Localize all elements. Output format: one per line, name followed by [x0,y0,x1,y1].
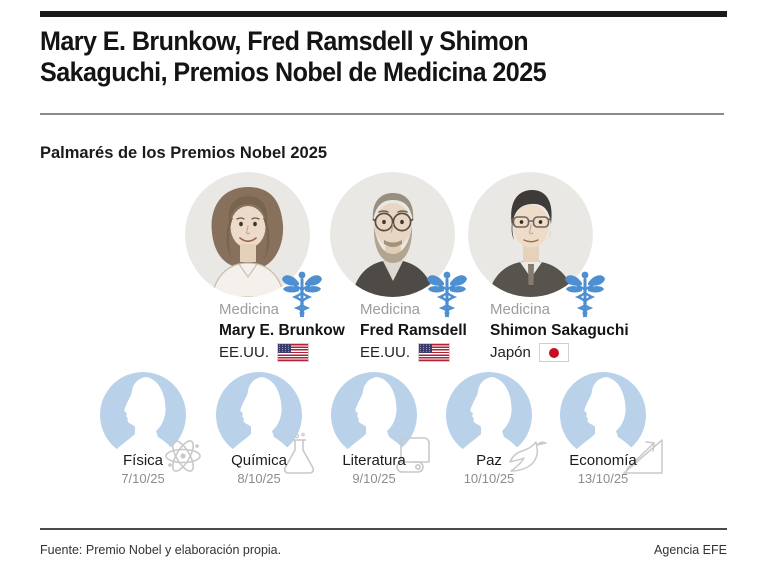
caduceus-icon [426,270,468,318]
source-credit: Fuente: Premio Nobel y elaboración propi… [40,543,282,557]
portrait-shimon-sakaguchi [468,172,606,318]
prize-date: 13/10/25 [577,471,629,486]
us-flag [277,343,310,362]
trend-arrow-icon [623,439,663,474]
prize-date: 9/10/25 [352,471,396,486]
portrait-illustration [468,172,593,297]
prize-date: 7/10/25 [121,471,165,486]
laureate-category: Medicina [360,301,421,318]
upcoming-label-block: Economía 13/10/25 [560,452,646,486]
us-flag [418,343,451,362]
laureate-card: Medicina Fred Ramsdell EE.UU. [330,172,490,362]
title-line-1: Mary E. Brunkow, Fred Ramsdell y Shimon [40,26,529,56]
prize-name: Física [122,452,163,469]
upcoming-label-block: Literatura 9/10/25 [331,452,417,486]
page-title: Mary E. Brunkow, Fred Ramsdell y Shimon … [40,26,728,88]
laureate-name: Mary E. Brunkow [219,322,345,339]
laureate-country: EE.UU. [219,343,345,362]
upcoming-label-block: Paz 10/10/25 [446,452,532,486]
portrait-fred-ramsdell [330,172,468,318]
title-line-2: Sakaguchi, Premios Nobel de Medicina 202… [40,57,547,87]
agency-credit: Agencia EFE [654,543,727,557]
scroll-icon [396,437,430,473]
laureate-name: Shimon Sakaguchi [490,322,629,339]
laureate-category: Medicina [490,301,551,318]
laureate-meta: Medicina Fred Ramsdell EE.UU. [330,301,490,362]
portrait-illustration [330,172,455,297]
upcoming-label-block: Física 7/10/25 [100,452,186,486]
laureate-country: EE.UU. [360,343,490,362]
flask-icon [283,432,315,474]
japan-flag [538,343,569,362]
portrait-mary-brunkow [185,172,323,318]
footer-divider [40,528,727,530]
laureate-card: Medicina Shimon Sakaguchi Japón [468,172,629,362]
laureate-category: Medicina [219,301,280,318]
upcoming-label-block: Química 8/10/25 [216,452,302,486]
prize-date: 10/10/25 [463,471,515,486]
atom-icon [165,440,201,472]
caduceus-icon [281,270,323,318]
laureate-country-label: Japón [490,344,531,361]
top-rule [40,11,727,17]
laureate-country-label: EE.UU. [219,344,270,361]
prize-name: Paz [476,452,502,469]
laureate-card: Medicina Mary E. Brunkow EE.UU. [185,172,345,362]
prize-name: Literatura [342,452,406,469]
portrait-illustration [185,172,310,297]
laureate-meta: Medicina Shimon Sakaguchi Japón [468,301,629,362]
upcoming-prize-literatura: Literatura 9/10/25 [331,372,430,486]
laureate-meta: Medicina Mary E. Brunkow EE.UU. [185,301,345,362]
laureate-country: Japón [490,343,628,362]
section-subtitle: Palmarés de los Premios Nobel 2025 [40,144,328,162]
laureate-country-label: EE.UU. [360,344,411,361]
prize-date: 8/10/25 [237,471,281,486]
laureate-name: Fred Ramsdell [360,322,467,339]
title-divider [40,113,724,115]
upcoming-prize-economia: Economía 13/10/25 [560,372,663,486]
upcoming-prize-quimica: Química 8/10/25 [216,372,315,486]
prize-name: Química [231,452,287,469]
dove-icon [509,441,547,472]
caduceus-icon [564,270,606,318]
prize-name: Economía [569,452,637,469]
upcoming-prize-paz: Paz 10/10/25 [446,372,547,486]
upcoming-prize-fisica: Física 7/10/25 [100,372,201,486]
